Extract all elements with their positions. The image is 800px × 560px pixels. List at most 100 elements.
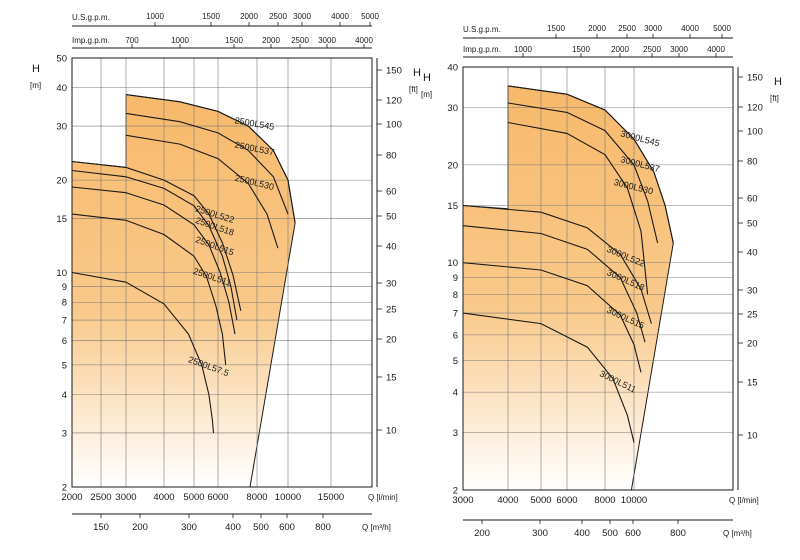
right-axis-unit: [ft]	[409, 85, 418, 94]
top-usgpm-tick-label: 5000	[361, 12, 379, 21]
top-usgpm-tick-label: 4000	[331, 12, 349, 21]
top-usgpm-tick-label: 3000	[293, 12, 311, 21]
y-tick-label: 30	[447, 103, 458, 114]
top-usgpm-tick-label: 2500	[618, 24, 636, 33]
y-tick-label: 3	[453, 428, 458, 439]
x-axis-label: Q [l/min]	[729, 496, 759, 505]
top-imp-tick-label: 1500	[225, 36, 243, 45]
y-tick-label: 8	[453, 290, 458, 301]
y-tick-label: 15	[56, 214, 67, 225]
x-bottom-tick-label: 800	[315, 522, 331, 533]
y-axis-unit: [m]	[421, 90, 432, 99]
right-y-tick-label: 15	[747, 378, 758, 389]
x-bottom-tick-label: 500	[602, 528, 618, 539]
top-usgpm-tick-label: 2500	[269, 12, 287, 21]
x-bottom-axis-label: Q [m³/h]	[362, 523, 391, 532]
x-tick-label: 8000	[594, 495, 615, 506]
top-imp-tick-label: 4000	[355, 36, 373, 45]
right-y-tick-label: 100	[386, 120, 402, 131]
x-bottom-tick-label: 200	[474, 528, 490, 539]
right-y-tick-label: 150	[747, 73, 763, 84]
y-tick-label: 7	[453, 309, 458, 320]
x-tick-label: 10000	[621, 495, 647, 506]
curve-2500L511	[71, 213, 227, 365]
x-bottom-tick-label: 800	[670, 528, 686, 539]
top-imp-label: Imp.g.p.m.	[463, 45, 501, 54]
right-y-tick-label: 25	[747, 310, 758, 321]
x-bottom-tick-label: 600	[625, 528, 641, 539]
curve-2500L537	[125, 112, 289, 215]
y-tick-label: 9	[62, 282, 67, 293]
x-tick-label: 8000	[246, 492, 267, 503]
x-bottom-tick-label: 400	[574, 528, 590, 539]
top-usgpm-tick-label: 3000	[644, 24, 662, 33]
right-y-tick-label: 120	[386, 96, 402, 107]
curve-2500L57.5	[71, 271, 215, 434]
right-y-tick-label: 60	[386, 187, 397, 198]
curve-3000L545	[507, 85, 674, 244]
y-tick-label: 40	[447, 63, 458, 74]
x-bottom-tick-label: 400	[225, 522, 241, 533]
curve-2500L518	[71, 169, 238, 321]
right-y-tick-label: 50	[386, 212, 397, 223]
x-tick-label: 5000	[183, 492, 204, 503]
y-tick-label: 40	[56, 83, 67, 94]
right-y-tick-label: 80	[747, 157, 758, 168]
top-imp-tick-label: 3000	[318, 36, 336, 45]
x-tick-label: 4000	[497, 495, 518, 506]
x-tick-label: 15000	[318, 492, 344, 503]
x-axis-label: Q [l/min]	[368, 493, 398, 502]
right-y-tick-label: 60	[747, 194, 758, 205]
top-usgpm-tick-label: 1500	[202, 12, 220, 21]
x-bottom-axis-label: Q [m³/h]	[723, 529, 752, 538]
y-tick-label: 2	[453, 486, 458, 497]
y-tick-label: 50	[56, 54, 67, 65]
y-tick-label: 9	[453, 273, 458, 284]
plot-frame	[462, 66, 734, 491]
chart-panel-3000l: 3000L5453000L5373000L5303000L5223000L518…	[421, 24, 782, 539]
right-y-tick-label: 30	[747, 286, 758, 297]
right-y-tick-label: 15	[386, 373, 397, 384]
x-bottom-tick-label: 150	[93, 522, 109, 533]
y-tick-label: 6	[62, 336, 67, 347]
top-usgpm-tick-label: 2000	[240, 12, 258, 21]
right-y-tick-label: 25	[386, 305, 397, 316]
curve-2500L515	[71, 186, 236, 335]
y-tick-label: 4	[62, 390, 67, 401]
top-usgpm-tick-label: 5000	[713, 24, 731, 33]
right-y-tick-label: 20	[747, 339, 758, 350]
x-tick-label: 3000	[452, 495, 473, 506]
right-axis-label-h: H	[774, 76, 782, 88]
y-tick-label: 4	[453, 388, 458, 399]
top-usgpm-tick-label: 4000	[681, 24, 699, 33]
top-imp-tick-label: 2500	[291, 36, 309, 45]
y-tick-label: 2	[62, 483, 67, 494]
top-imp-tick-label: 1000	[171, 36, 189, 45]
right-y-tick-label: 100	[747, 127, 763, 138]
y-axis-label-h: H	[32, 63, 40, 75]
right-axis-label-h: H	[413, 67, 421, 79]
x-bottom-tick-label: 500	[253, 522, 269, 533]
y-tick-label: 10	[56, 268, 67, 279]
x-tick-label: 6000	[556, 495, 577, 506]
x-bottom-tick-label: 300	[181, 522, 197, 533]
y-tick-label: 5	[62, 360, 67, 371]
x-tick-label: 6000	[207, 492, 228, 503]
curve-3000L530	[507, 121, 649, 295]
curve-3000L511	[462, 312, 635, 443]
right-y-tick-label: 40	[386, 242, 397, 253]
x-bottom-tick-label: 300	[532, 528, 548, 539]
top-imp-tick-label: 3000	[670, 45, 688, 54]
right-y-tick-label: 10	[747, 431, 758, 442]
top-imp-tick-label: 2000	[611, 45, 629, 54]
x-tick-label: 4000	[153, 492, 174, 503]
right-y-tick-label: 30	[386, 279, 397, 290]
x-tick-label: 3000	[115, 492, 136, 503]
chart-panel-2500l: 2500L5452500L5372500L5302500L5222500L518…	[30, 12, 421, 533]
top-imp-tick-label: 2500	[643, 45, 661, 54]
curve-2500L545	[125, 94, 296, 224]
top-imp-tick-label: 700	[125, 36, 139, 45]
top-imp-label: Imp.g.p.m.	[72, 36, 110, 45]
right-y-tick-label: 40	[747, 248, 758, 259]
